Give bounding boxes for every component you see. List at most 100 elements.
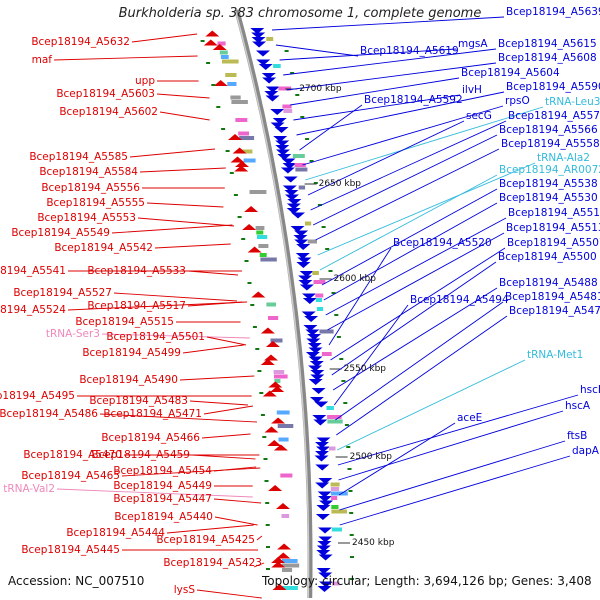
reverse-gene-arrow	[306, 338, 321, 345]
right-label-connector	[283, 48, 497, 76]
gene-cog-block	[241, 149, 253, 154]
gene-cog-block	[331, 527, 342, 532]
gene-label-left: Bcep18194_A5556	[41, 182, 140, 194]
reverse-gene-arrow	[307, 334, 322, 340]
reverse-gene-arrow	[305, 352, 320, 358]
reverse-gene-arrow	[291, 212, 305, 219]
gene-label-right: ftsB	[567, 430, 588, 442]
left-label-connector	[129, 148, 216, 158]
left-label-connector	[67, 301, 248, 311]
right-label-connector	[275, 44, 359, 57]
reverse-gene-arrow	[270, 122, 285, 129]
left-label-connector	[203, 405, 253, 415]
gene-label-right: secG	[466, 110, 492, 122]
gene-cog-block	[331, 581, 340, 586]
inner-tick-mark	[206, 62, 211, 64]
reverse-gene-arrow	[316, 545, 331, 552]
outer-tick-mark	[305, 138, 310, 140]
reverse-gene-arrow	[309, 361, 324, 367]
map-title: Burkholderia sp. 383 chromosome 1, compl…	[118, 6, 482, 21]
outer-tick-mark	[347, 468, 352, 470]
gene-label-left: Bcep18194_A5447	[113, 493, 212, 505]
gene-label-right: Bcep18194_A5619	[360, 45, 459, 57]
inner-tick-mark	[255, 348, 260, 350]
reverse-gene-arrow	[314, 401, 329, 408]
reverse-gene-arrow	[315, 482, 330, 489]
right-label-connector	[315, 148, 500, 241]
inner-tick-mark	[257, 370, 262, 372]
left-label-connector	[139, 167, 226, 173]
gene-label-right: Bcep18194_A5500	[498, 251, 597, 263]
gene-label-right: Bcep18194_A5592	[364, 94, 463, 106]
reverse-gene-arrow	[317, 491, 332, 498]
gene-label-left: Bcep18194_A5555	[46, 197, 145, 209]
right-label-connector	[286, 62, 497, 91]
forward-gene-arrow	[268, 485, 283, 491]
reverse-gene-arrow	[270, 109, 285, 115]
forward-gene-arrow	[271, 557, 286, 563]
gene-label-left: Bcep18194_A5632	[31, 36, 130, 48]
forward-gene-arrow	[213, 80, 228, 86]
reverse-gene-arrow	[305, 329, 320, 336]
right-label-connector	[335, 301, 504, 421]
right-label-connector	[321, 188, 498, 286]
gene-cog-block	[217, 41, 226, 46]
reverse-gene-arrow	[276, 149, 290, 156]
gene-cog-block	[257, 235, 268, 239]
gene-cog-block	[282, 568, 293, 572]
gene-label-left: maf	[31, 54, 52, 66]
gene-label-right: ilvH	[462, 84, 482, 96]
gene-label-right: Bcep18194_A5481	[505, 291, 600, 303]
gene-label-left: Bcep18194_A5553	[37, 212, 136, 224]
reverse-gene-arrow	[295, 253, 310, 259]
reverse-gene-arrow	[318, 536, 333, 543]
forward-gene-arrow	[262, 390, 277, 397]
gene-label-left: Bcep18194_A5449	[113, 480, 212, 492]
inner-tick-mark	[250, 304, 255, 306]
left-label-connector	[187, 270, 239, 276]
gene-label-left: Bcep18194_A5585	[29, 151, 128, 163]
inner-tick-mark	[247, 282, 252, 284]
gene-label-left: Bcep18194_A5466	[101, 432, 200, 444]
gene-label-left: Bcep18194_A5465	[21, 470, 120, 482]
outer-tick-mark	[344, 424, 349, 426]
gene-label-left: Bcep18194_A5584	[39, 166, 138, 178]
reverse-gene-arrow	[281, 158, 296, 165]
gene-label-left: Bcep18194_A5527	[13, 287, 112, 299]
forward-gene-arrow	[235, 161, 249, 167]
reverse-gene-arrow	[311, 388, 326, 394]
gene-label-right: Bcep18194_A5530	[499, 192, 598, 204]
gene-label-left: Bcep18194_A5444	[66, 527, 165, 539]
inner-tick-mark	[259, 392, 264, 394]
left-label-connector	[191, 454, 256, 460]
reverse-gene-arrow	[301, 311, 316, 318]
inner-tick-mark	[216, 106, 221, 108]
reverse-gene-arrow	[315, 442, 329, 448]
outer-tick-mark	[328, 270, 333, 272]
reverse-gene-arrow	[299, 284, 314, 291]
reverse-gene-arrow	[316, 568, 331, 574]
backbone-highlight	[234, 9, 310, 599]
forward-gene-arrow	[230, 156, 245, 163]
outer-tick-mark	[295, 94, 300, 96]
topology-text: Topology: circular; Length: 3,694,126 bp…	[262, 574, 592, 588]
reverse-gene-arrow	[314, 455, 329, 462]
reverse-gene-arrow	[274, 127, 289, 133]
right-label-connector	[339, 440, 566, 511]
reverse-gene-arrow	[308, 379, 323, 385]
reverse-gene-arrow	[315, 451, 329, 457]
gene-cog-block	[259, 253, 267, 257]
right-label-connector	[299, 104, 363, 151]
left-label-connector	[131, 33, 198, 43]
outer-tick-mark	[325, 248, 330, 250]
right-label-connector	[307, 120, 465, 196]
gene-label-right: Bcep18194_A5507	[507, 237, 600, 249]
reverse-gene-arrow	[318, 572, 333, 579]
gene-label-right: Bcep18194_A5608	[498, 52, 597, 64]
inner-tick-mark	[252, 326, 257, 328]
reverse-gene-arrow	[308, 356, 323, 363]
gene-cog-block	[273, 370, 285, 374]
gene-cog-block	[331, 496, 338, 500]
reverse-gene-arrow	[318, 554, 333, 561]
